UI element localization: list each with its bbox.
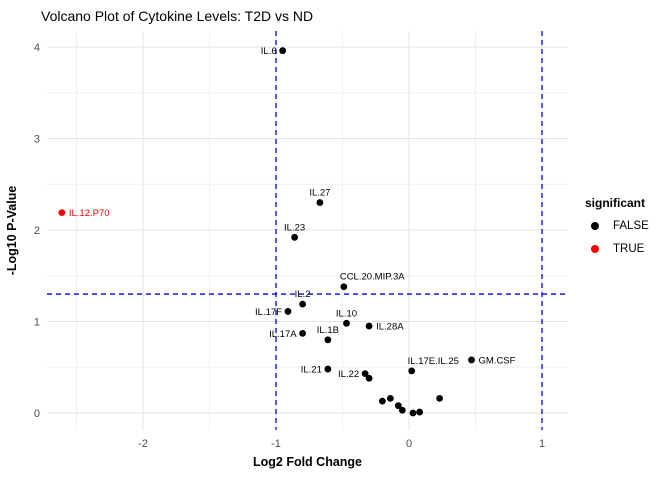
point-label-GM.CSF: GM.CSF — [479, 355, 516, 366]
y-tick-label: 0 — [34, 408, 40, 420]
data-point-IL.27 — [316, 199, 324, 206]
data-point — [436, 394, 443, 402]
point-label-IL.22: IL.22 — [338, 369, 359, 380]
x-tick-label: -2 — [138, 438, 148, 450]
x-tick-label: 0 — [406, 438, 412, 450]
legend: significant FALSE TRUE — [585, 196, 671, 266]
chart-title: Volcano Plot of Cytokine Levels: T2D vs … — [41, 8, 314, 24]
point-label-IL.17A: IL.17A — [269, 329, 297, 340]
data-point-IL.28A — [365, 322, 373, 330]
y-tick-label: 4 — [34, 42, 40, 54]
x-axis-title: Log2 Fold Change — [253, 455, 362, 469]
x-tick-label: -1 — [271, 438, 281, 450]
data-point — [394, 402, 402, 410]
legend-dot-false-icon — [591, 222, 599, 230]
data-point-IL.10 — [343, 319, 350, 327]
data-point — [409, 409, 417, 417]
x-tick-label: 1 — [539, 438, 545, 450]
data-point-IL.2 — [299, 300, 306, 308]
data-point — [398, 406, 406, 414]
point-label-IL.28A: IL.28A — [376, 322, 404, 333]
point-label-IL.17F: IL.17F — [255, 307, 282, 318]
point-label-CCL.20.MIP.3A: CCL.20.MIP.3A — [340, 272, 405, 283]
point-label-IL.27: IL.27 — [309, 188, 330, 199]
point-label-IL.17E.IL.25: IL.17E.IL.25 — [408, 356, 459, 367]
legend-title: significant — [585, 196, 646, 210]
y-tick-label: 1 — [34, 317, 40, 329]
data-point-IL.12.P70 — [58, 209, 66, 217]
y-tick-label: 2 — [34, 225, 40, 237]
data-point — [365, 374, 373, 382]
point-label-IL.21: IL.21 — [301, 365, 322, 376]
point-label-IL.1B: IL.1B — [317, 325, 339, 336]
data-point-IL.17E.IL.25 — [408, 367, 416, 375]
legend-entry-false: FALSE — [585, 220, 671, 232]
legend-dot-true-icon — [591, 245, 599, 253]
point-label-IL.12.P70: IL.12.P70 — [69, 208, 110, 219]
data-point-GM.CSF — [468, 356, 475, 364]
point-label-IL.23: IL.23 — [284, 222, 305, 233]
data-point-CCL.20.MIP.3A — [340, 283, 348, 291]
point-label-IL.10: IL.10 — [336, 308, 357, 319]
data-point — [379, 397, 386, 405]
data-point-IL.17F — [284, 308, 292, 315]
data-point-IL.22 — [361, 370, 369, 378]
point-label-IL.2: IL.2 — [295, 289, 311, 300]
data-point — [386, 394, 394, 402]
legend-entry-true: TRUE — [585, 243, 671, 255]
data-point-IL.21 — [324, 365, 332, 373]
data-point-IL.23 — [291, 233, 299, 241]
point-label-IL.6: IL.6 — [261, 46, 277, 57]
y-tick-label: 3 — [34, 134, 40, 146]
y-axis-title: -Log10 P-Value — [5, 186, 19, 276]
legend-label-false: FALSE — [613, 220, 649, 232]
data-point-IL.6 — [279, 47, 287, 55]
data-point-IL.1B — [324, 336, 332, 344]
data-point-IL.17A — [299, 329, 306, 337]
data-point — [416, 408, 424, 416]
legend-label-true: TRUE — [613, 243, 645, 255]
